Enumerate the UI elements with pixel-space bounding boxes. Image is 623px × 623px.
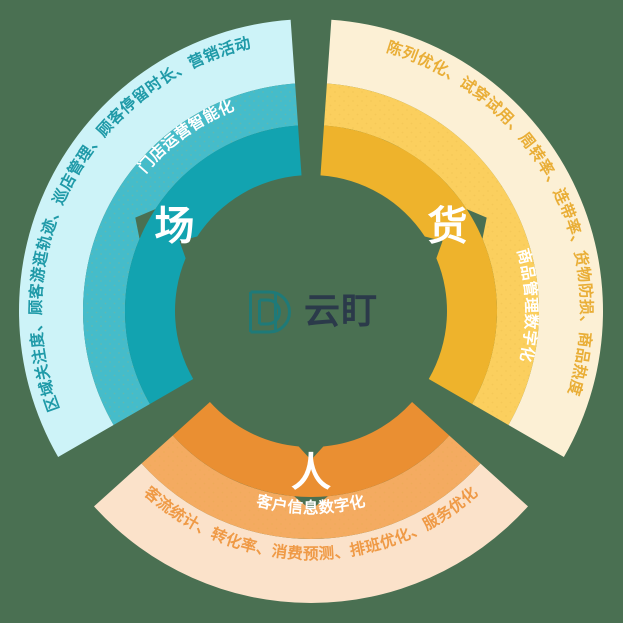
people-segment-outer-band[interactable] [94,463,528,603]
people-segment-core-band[interactable] [172,402,450,497]
people-segment-mid-band-texture [141,435,481,539]
goods-segment-mid-band-texture [323,83,539,426]
place-segment-outer-band[interactable] [18,19,296,457]
goods-segment-core-label: 货 [428,204,468,250]
place-segment-core-label: 场 [154,204,194,250]
place-segment-core-band[interactable] [124,125,302,404]
place-segment-mid-band-texture [82,83,299,426]
goods-segment-core-band[interactable] [320,125,497,404]
goods-segment-outer-band[interactable] [326,19,603,457]
people-segment-core-label: 人 [291,450,331,496]
